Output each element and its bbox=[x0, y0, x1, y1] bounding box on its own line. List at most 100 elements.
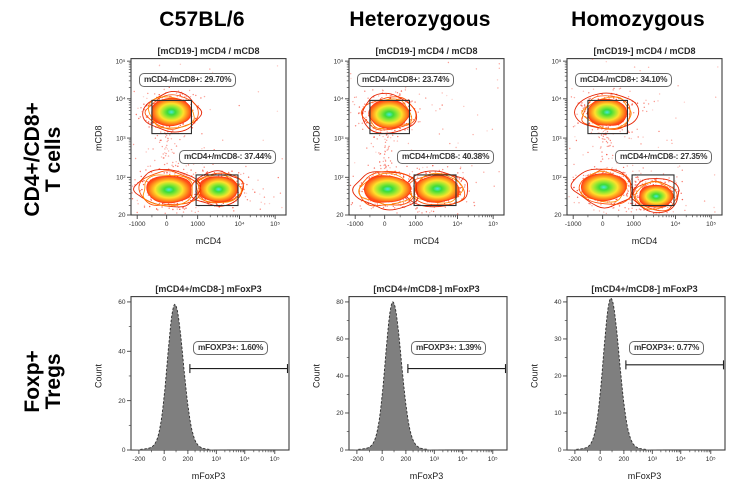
svg-text:20: 20 bbox=[554, 212, 562, 219]
gate-label-cd4: mCD4+/mCD8-: 27.35% bbox=[615, 150, 713, 164]
gate-interval bbox=[407, 364, 507, 374]
gate-label-foxp3: mFOXP3+: 0.77% bbox=[629, 341, 705, 355]
gate-rects bbox=[587, 99, 675, 207]
svg-text:-1000: -1000 bbox=[347, 221, 364, 228]
svg-text:-200: -200 bbox=[350, 456, 363, 463]
svg-text:1000: 1000 bbox=[408, 221, 423, 228]
gate-label-cd8: mCD4-/mCD8+: 34.10% bbox=[575, 73, 673, 87]
svg-text:200: 200 bbox=[400, 456, 411, 463]
histogram-curve bbox=[349, 301, 507, 450]
svg-text:10⁴: 10⁴ bbox=[676, 456, 686, 463]
gate-rect bbox=[369, 99, 411, 135]
svg-text:20: 20 bbox=[118, 398, 126, 405]
y-axis-label: mCD8 bbox=[529, 125, 540, 151]
x-axis-label: mCD4 bbox=[413, 236, 440, 246]
histogram-curve bbox=[567, 297, 725, 450]
svg-text:200: 200 bbox=[618, 456, 629, 463]
histogram-plot-canvas: -200 0 200 10³ 10⁴ 10⁵ 0 20 40 60 80 bbox=[336, 296, 508, 463]
svg-text:40: 40 bbox=[118, 348, 126, 355]
column-header-homozygous: Homozygous bbox=[571, 8, 705, 31]
svg-text:10⁴: 10⁴ bbox=[670, 221, 680, 228]
svg-text:0: 0 bbox=[601, 221, 605, 228]
plot-title: [mCD4+/mCD8-] mFoxP3 bbox=[373, 284, 480, 294]
svg-text:60: 60 bbox=[336, 336, 344, 343]
gate-rect bbox=[587, 99, 629, 135]
scatter-panel-c57bl6: [mCD19-] mCD4 / mCD8 mCD8 -1000 0 1000 10⁴ 1… bbox=[86, 40, 304, 278]
gate-rect bbox=[151, 99, 193, 135]
plot-title: [mCD19-] mCD4 / mCD8 bbox=[375, 46, 478, 56]
y-axis-label: mCD8 bbox=[311, 125, 322, 151]
svg-text:10⁵: 10⁵ bbox=[270, 221, 280, 228]
y-axis-label: Count bbox=[93, 363, 104, 389]
svg-text:0: 0 bbox=[380, 456, 384, 463]
svg-text:10²: 10² bbox=[552, 175, 562, 182]
x-axis-label: mFoxP3 bbox=[191, 471, 226, 481]
svg-text:10⁵: 10⁵ bbox=[706, 456, 716, 463]
row-label-line: CD4+/CD8+ bbox=[20, 101, 44, 217]
svg-text:10⁴: 10⁴ bbox=[458, 456, 468, 463]
svg-text:10⁴: 10⁴ bbox=[452, 221, 462, 228]
y-axis-label: Count bbox=[529, 363, 540, 389]
svg-text:30: 30 bbox=[554, 336, 562, 343]
svg-text:80: 80 bbox=[336, 299, 344, 306]
svg-text:10⁴: 10⁴ bbox=[240, 456, 250, 463]
svg-text:10⁵: 10⁵ bbox=[488, 456, 498, 463]
svg-text:0: 0 bbox=[383, 221, 387, 228]
plot-title: [mCD4+/mCD8-] mFoxP3 bbox=[591, 284, 698, 294]
row-label-tregs: Foxp+ Tregs bbox=[0, 278, 86, 485]
svg-text:10³: 10³ bbox=[648, 456, 658, 463]
gate-label-foxp3: mFOXP3+: 1.39% bbox=[411, 341, 487, 355]
svg-text:1000: 1000 bbox=[626, 221, 641, 228]
svg-text:10⁴: 10⁴ bbox=[333, 96, 343, 103]
svg-text:10³: 10³ bbox=[334, 135, 344, 142]
svg-text:10: 10 bbox=[554, 410, 562, 417]
svg-text:10⁵: 10⁵ bbox=[706, 221, 716, 228]
column-header-c57bl6: C57BL/6 bbox=[159, 8, 245, 31]
axes: -200 0 200 10³ 10⁴ 10⁵ 0 20 40 60 80 bbox=[336, 296, 508, 463]
plot-title: [mCD19-] mCD4 / mCD8 bbox=[157, 46, 260, 56]
histogram-panel-c57bl6: [mCD4+/mCD8-] mFoxP3 Count -200 0 200 10³ 10… bbox=[86, 278, 304, 485]
svg-text:-200: -200 bbox=[132, 456, 145, 463]
histogram-panel-heterozygous: [mCD4+/mCD8-] mFoxP3 Count -200 0 200 10³ 10… bbox=[304, 278, 522, 485]
scatter-panel-heterozygous: [mCD19-] mCD4 / mCD8 mCD8 -1000 0 1000 10⁴ 1… bbox=[304, 40, 522, 278]
svg-text:-1000: -1000 bbox=[129, 221, 146, 228]
scatter-panel-homozygous: [mCD19-] mCD4 / mCD8 mCD8 -1000 0 1000 10⁴ 1… bbox=[522, 40, 740, 278]
axes: -200 0 200 10³ 10⁴ 10⁵ 0 10 20 30 40 bbox=[554, 296, 726, 463]
svg-text:10⁵: 10⁵ bbox=[116, 58, 126, 65]
x-axis-label: mCD4 bbox=[195, 236, 222, 246]
svg-text:40: 40 bbox=[554, 299, 562, 306]
row-label-t-cells: CD4+/CD8+ T cells bbox=[0, 40, 86, 278]
svg-text:0: 0 bbox=[598, 456, 602, 463]
histogram-plot-canvas: -200 0 200 10³ 10⁴ 10⁵ 0 20 40 60 bbox=[118, 296, 290, 463]
gate-rect bbox=[413, 174, 457, 207]
svg-text:20: 20 bbox=[118, 212, 126, 219]
svg-text:10⁴: 10⁴ bbox=[115, 96, 125, 103]
row-label-line: Foxp+ bbox=[20, 350, 44, 413]
svg-text:10⁵: 10⁵ bbox=[552, 58, 562, 65]
gate-rects bbox=[369, 99, 457, 207]
gate-rect bbox=[631, 174, 675, 207]
axes: -200 0 200 10³ 10⁴ 10⁵ 0 20 40 60 bbox=[118, 296, 290, 463]
histogram-curve bbox=[131, 303, 289, 450]
svg-text:10³: 10³ bbox=[430, 456, 440, 463]
gate-label-cd4: mCD4+/mCD8-: 37.44% bbox=[179, 150, 277, 164]
svg-text:10³: 10³ bbox=[552, 135, 562, 142]
svg-text:10⁴: 10⁴ bbox=[551, 96, 561, 103]
svg-text:10²: 10² bbox=[334, 175, 344, 182]
svg-text:200: 200 bbox=[182, 456, 193, 463]
histogram-plot-canvas: -200 0 200 10³ 10⁴ 10⁵ 0 10 20 30 40 bbox=[554, 296, 726, 463]
density-blobs bbox=[570, 92, 680, 214]
density-blobs bbox=[352, 92, 469, 211]
svg-text:0: 0 bbox=[122, 447, 126, 454]
svg-text:10²: 10² bbox=[116, 175, 126, 182]
svg-text:20: 20 bbox=[554, 373, 562, 380]
gate-rect bbox=[195, 174, 239, 207]
svg-text:10⁵: 10⁵ bbox=[488, 221, 498, 228]
svg-text:10⁵: 10⁵ bbox=[334, 58, 344, 65]
row-label-line: T cells bbox=[42, 126, 66, 192]
gate-label-cd4: mCD4+/mCD8-: 40.38% bbox=[397, 150, 495, 164]
y-axis-label: Count bbox=[311, 363, 322, 389]
column-header-heterozygous: Heterozygous bbox=[349, 8, 491, 31]
gate-label-cd8: mCD4-/mCD8+: 29.70% bbox=[139, 73, 237, 87]
